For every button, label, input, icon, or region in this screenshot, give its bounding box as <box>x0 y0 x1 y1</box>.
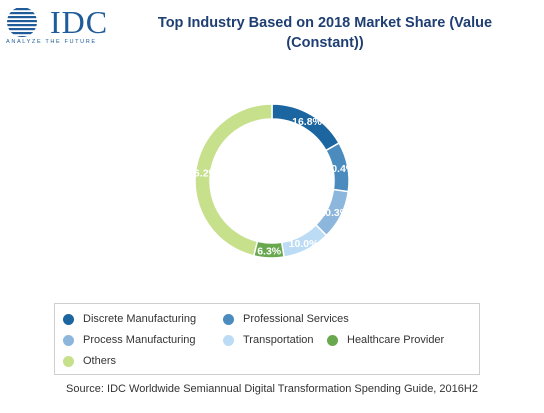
legend-swatch <box>327 334 338 346</box>
slice-data-label: 16.8% <box>292 116 322 128</box>
legend-swatch <box>63 355 74 367</box>
legend-item-transportation: Transportation <box>223 334 314 346</box>
logo-wordmark: IDC <box>50 4 109 40</box>
chart-title-line-1: Top Industry Based on 2018 Market Share … <box>157 15 493 31</box>
chart-legend: Discrete Manufacturing Professional Serv… <box>54 303 480 375</box>
legend-swatch <box>223 313 234 325</box>
legend-item-others: Others <box>63 355 116 367</box>
slice-data-label: 6.3% <box>257 245 282 257</box>
legend-swatch <box>63 334 74 346</box>
legend-label: Healthcare Provider <box>347 334 445 346</box>
legend-item-professional-services: Professional Services <box>223 313 349 325</box>
source-note: Source: IDC Worldwide Semiannual Digital… <box>66 383 478 395</box>
legend-item-discrete-manufacturing: Discrete Manufacturing <box>63 313 196 325</box>
slice-data-label: 46.2% <box>188 168 218 180</box>
donut-slice-others <box>194 103 273 257</box>
legend-label: Others <box>83 355 117 367</box>
legend-item-process-manufacturing: Process Manufacturing <box>63 334 196 346</box>
donut-chart: 16.8% 10.4% 10.3% 10.0% 6.3% 46.2% <box>188 103 355 258</box>
slice-data-label: 10.0% <box>289 238 319 250</box>
chart-title: Top Industry Based on 2018 Market Share … <box>130 13 520 53</box>
legend-label: Process Manufacturing <box>83 334 196 346</box>
slice-data-label: 10.3% <box>319 207 349 219</box>
idc-logo: IDC ANALYZE THE FUTURE <box>4 4 116 46</box>
legend-swatch <box>63 313 74 325</box>
slice-data-label: 10.4% <box>325 163 355 175</box>
legend-label: Transportation <box>243 334 314 346</box>
idc-globe-icon <box>7 8 37 37</box>
chart-title-line-2: (Constant)) <box>286 35 364 51</box>
legend-swatch <box>223 334 234 346</box>
legend-item-healthcare-provider: Healthcare Provider <box>327 334 444 346</box>
legend-label: Professional Services <box>243 313 349 325</box>
legend-label: Discrete Manufacturing <box>83 313 197 325</box>
logo-tagline: ANALYZE THE FUTURE <box>6 39 97 45</box>
